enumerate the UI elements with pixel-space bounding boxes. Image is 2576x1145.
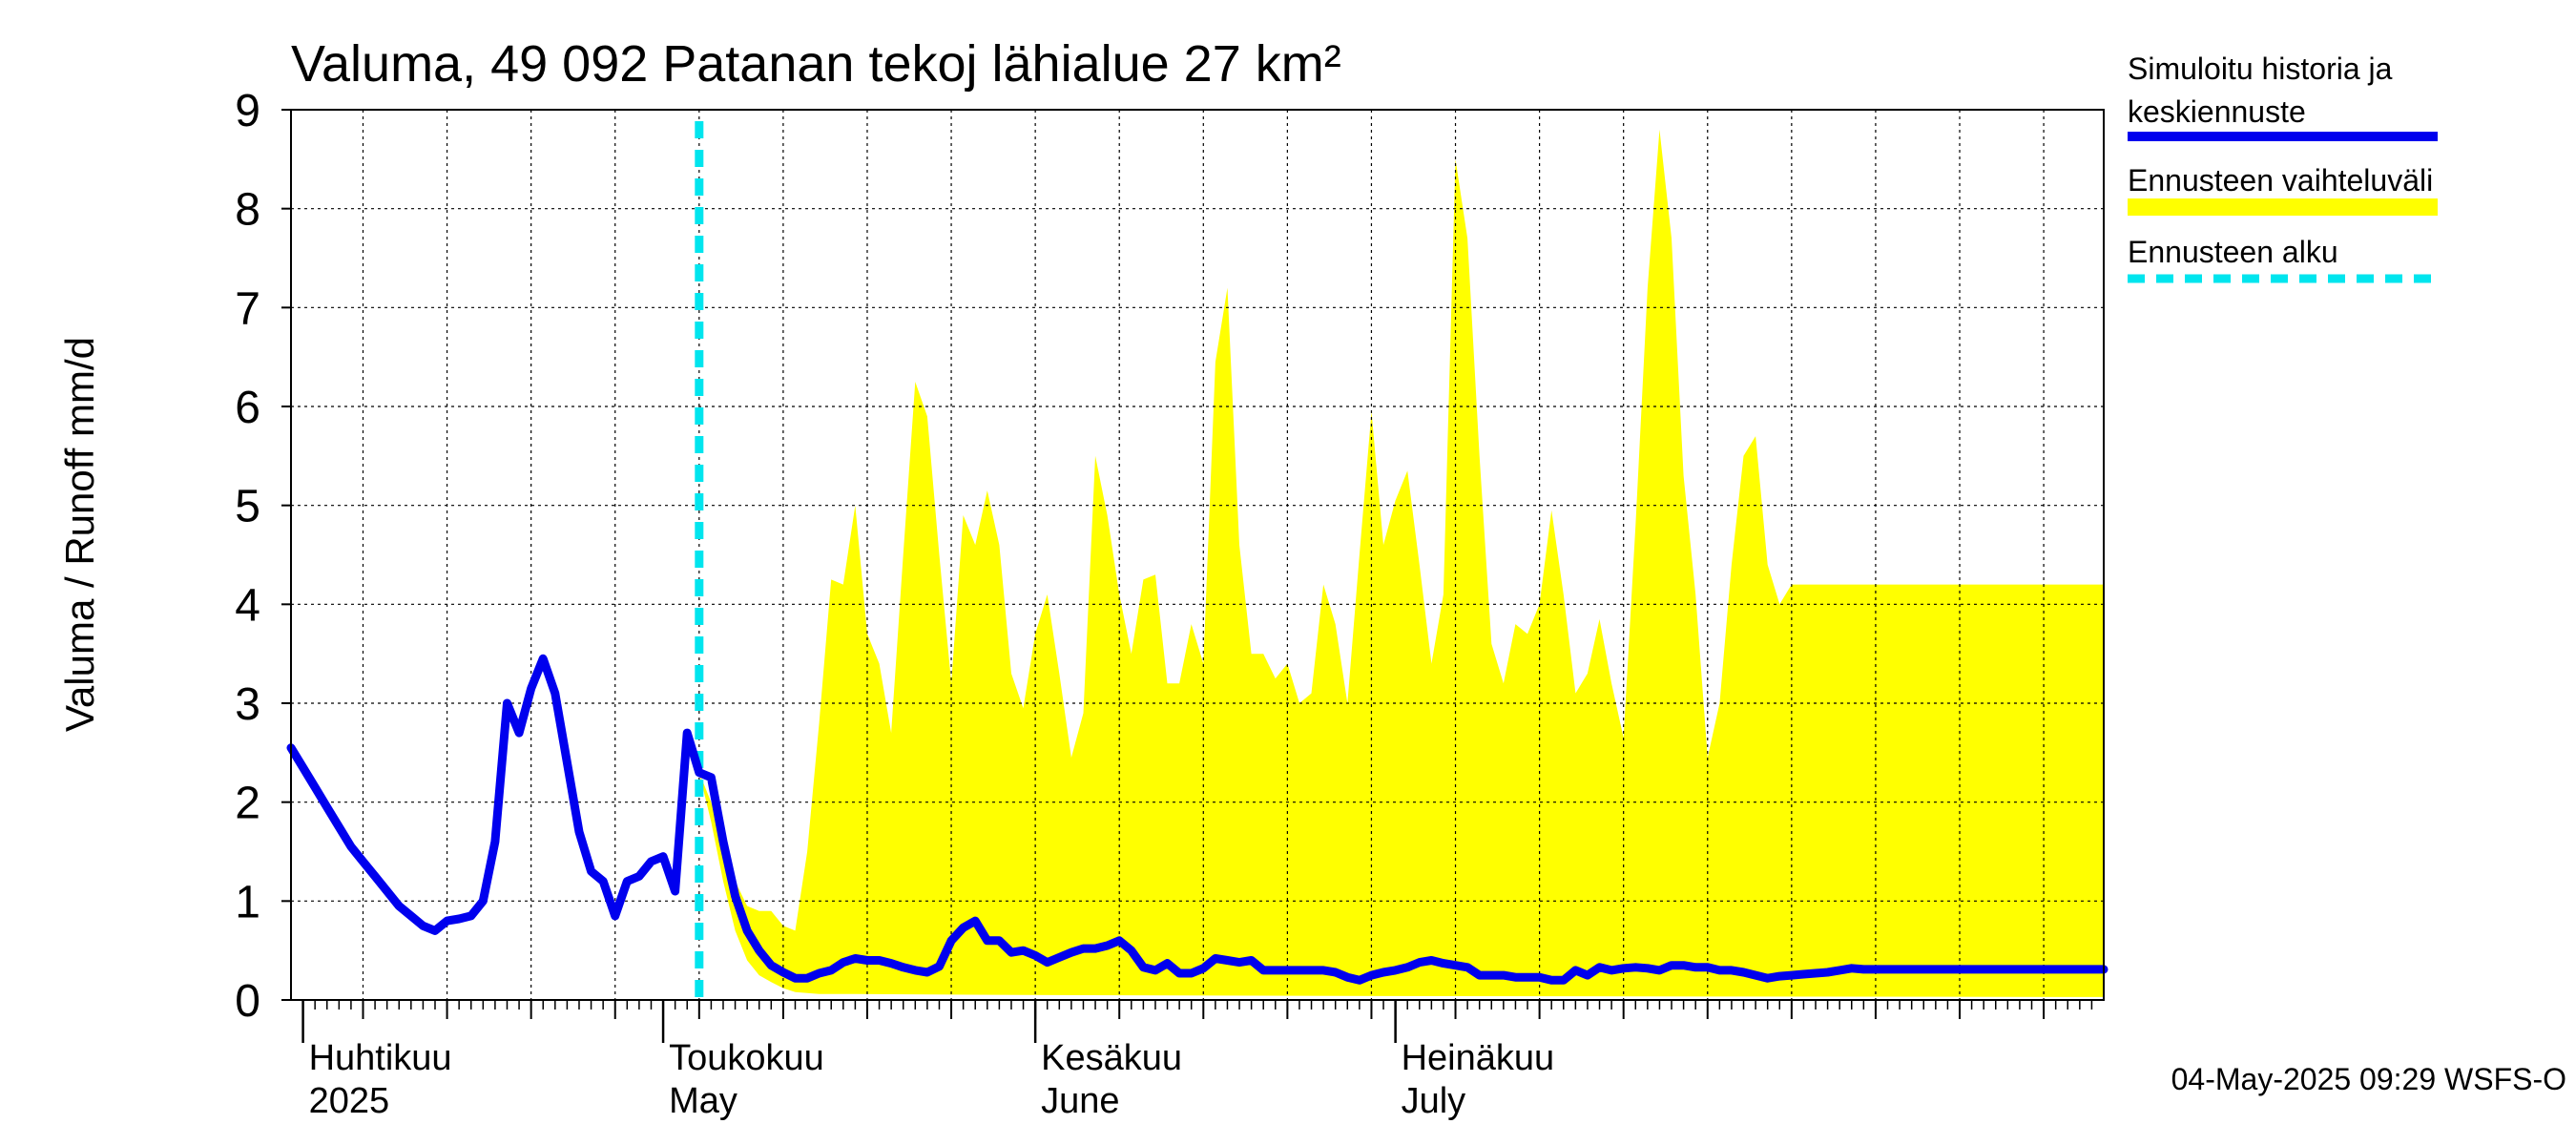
median-runoff-line [286,654,2109,985]
chart-title: Valuma, 49 092 Patanan tekoj lähialue 27… [291,35,1341,93]
y-tick-label: 3 [235,679,260,730]
legend-label-median-line1: Simuloitu historia ja [2128,52,2393,86]
y-tick-label: 2 [235,779,260,829]
y-tick-label: 4 [235,580,260,631]
grid [291,110,2104,1000]
plot-area [286,109,2109,1001]
y-tick-label: 5 [235,482,260,532]
plot-frame [290,109,2105,1001]
x-month-label-fi: Kesäkuu [1041,1038,1182,1078]
x-month-label-fi: Huhtikuu [309,1038,452,1078]
x-month-label-en: May [669,1081,737,1121]
y-axis-label: Valuma / Runoff mm/d [57,337,102,732]
x-month-label-en: June [1041,1081,1119,1121]
forecast-range-area [698,129,2104,997]
legend-label-forecast-start: Ennusteen alku [2128,235,2338,269]
x-month-label-en: 2025 [309,1081,390,1121]
y-tick-label: 0 [235,976,260,1027]
legend-label-range: Ennusteen vaihteluväli [2128,163,2433,198]
y-tick-label: 6 [235,383,260,433]
y-tick-label: 8 [235,185,260,236]
series-layer [286,121,2109,1000]
legend-label-median-line2: keskiennuste [2128,94,2306,129]
x-month-label-fi: Toukokuu [669,1038,824,1078]
y-tick-label: 1 [235,877,260,927]
y-tick-label: 7 [235,283,260,334]
x-month-label-en: July [1402,1081,1466,1121]
x-month-label-fi: Heinäkuu [1402,1038,1555,1078]
y-tick-label: 9 [235,86,260,136]
legend: Simuloitu historia ja keskiennuste Ennus… [2128,52,2438,283]
footer-timestamp: 04-May-2025 09:29 WSFS-O [2171,1062,2566,1096]
forecast-range-layer [698,129,2104,997]
y-axis: 0 1 2 3 4 5 6 7 8 9 [235,86,291,1027]
